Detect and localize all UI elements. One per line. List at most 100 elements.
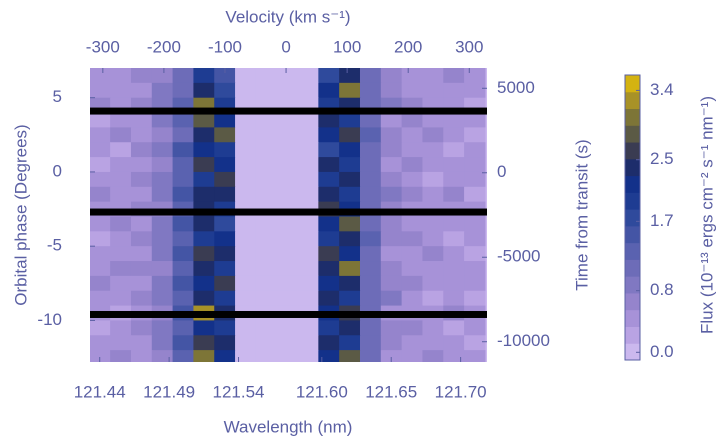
heatmap-cell	[90, 320, 111, 336]
heatmap-cell	[380, 246, 403, 262]
heatmap-cell	[422, 157, 444, 173]
heatmap-cell	[90, 142, 111, 158]
heatmap-cell	[235, 350, 257, 362]
heatmap-cell	[297, 127, 319, 143]
heatmap-cell	[318, 171, 340, 188]
heatmap-cell	[464, 68, 486, 84]
heatmap-cell	[359, 290, 382, 307]
colorbar-tick-label: 0.0	[650, 342, 674, 361]
heatmap-cell	[318, 127, 340, 143]
heatmap-cell	[110, 246, 132, 262]
heatmap-cell	[235, 157, 257, 173]
heatmap-cell	[130, 350, 153, 362]
x2-tick-label: -100	[208, 37, 242, 56]
colorbar-swatch	[625, 108, 640, 126]
heatmap-cell	[255, 231, 278, 247]
heatmap-cell	[193, 290, 215, 307]
colorbar-tick-label: 0.8	[650, 280, 674, 299]
heatmap-cell	[297, 157, 319, 173]
x2-tick-label: -300	[86, 37, 120, 56]
heatmap-cell	[401, 186, 424, 203]
x-tick-label: 121.60	[296, 382, 348, 401]
heatmap-cell	[422, 350, 444, 362]
heatmap-cell	[318, 320, 340, 336]
heatmap-cell	[214, 127, 236, 143]
heatmap-cell	[172, 335, 195, 351]
heatmap-cell	[339, 68, 361, 84]
heatmap-cell	[214, 171, 236, 188]
heatmap-cell	[130, 112, 153, 128]
heatmap-cell	[339, 275, 361, 292]
heatmap-cell	[339, 261, 361, 277]
heatmap-cell	[110, 112, 132, 128]
heatmap-cell	[110, 127, 132, 143]
heatmap-cell	[422, 171, 444, 188]
heatmap-cell	[464, 171, 486, 188]
heatmap-cell	[443, 216, 465, 232]
heatmap-cell	[318, 142, 340, 158]
heatmap-cell	[422, 320, 444, 336]
heatmap-cell	[110, 335, 132, 351]
heatmap-cell	[193, 216, 215, 232]
heatmap-cell	[90, 290, 111, 307]
colorbar-swatch	[625, 292, 640, 311]
x2-tick-label: 0	[281, 37, 290, 56]
heatmap-cell	[110, 261, 132, 277]
heatmap-cell	[380, 275, 403, 292]
heatmap-cell	[443, 186, 465, 203]
heatmap-cell	[422, 186, 444, 203]
heatmap-cell	[401, 320, 424, 336]
heatmap-cell	[255, 171, 278, 188]
heatmap-cell	[318, 68, 340, 84]
heatmap-cell	[214, 216, 236, 232]
heatmap-cell	[90, 127, 111, 143]
heatmap-cell	[318, 335, 340, 351]
heatmap-cell	[151, 68, 174, 84]
heatmap-cell	[339, 142, 361, 158]
heatmap-cell	[464, 186, 486, 203]
heatmap-cell	[151, 186, 174, 203]
heatmap-cell	[339, 186, 361, 203]
heatmap-cell	[443, 112, 465, 128]
heatmap-cell	[339, 231, 361, 247]
heatmap-cell	[90, 231, 111, 247]
heatmap-cell	[380, 350, 403, 362]
heatmap-cell	[90, 68, 111, 84]
heatmap-cell	[359, 112, 382, 128]
heatmap-cell	[90, 112, 111, 128]
heatmap-cell	[297, 231, 319, 247]
heatmap-cell	[235, 112, 257, 128]
heatmap-cell	[422, 216, 444, 232]
heatmap-cell	[151, 231, 174, 247]
heatmap-cell	[464, 82, 486, 99]
heatmap-cell	[422, 275, 444, 292]
heatmap-cell	[193, 231, 215, 247]
heatmap-cell	[193, 68, 215, 84]
heatmap-cell	[276, 82, 299, 99]
heatmap-cell	[297, 82, 319, 99]
heatmap-cell	[276, 216, 299, 232]
heatmap-cell	[214, 68, 236, 84]
heatmap-cell	[359, 320, 382, 336]
heatmap-cell	[464, 157, 486, 173]
heatmap-cell	[110, 171, 132, 188]
y-tick-label: 5	[53, 87, 62, 106]
heatmap-cell	[130, 157, 153, 173]
x-tick-label: 121.44	[74, 382, 126, 401]
heatmap-cell	[443, 290, 465, 307]
heatmap-cell	[318, 290, 340, 307]
heatmap-cell	[464, 142, 486, 158]
colorbar-swatch	[625, 326, 640, 344]
heatmap-cell	[380, 216, 403, 232]
heatmap-cell	[359, 335, 382, 351]
heatmap-cell	[276, 350, 299, 362]
y2-tick-label: -5000	[497, 247, 540, 266]
heatmap-cell	[276, 261, 299, 277]
heatmap-cell	[172, 320, 195, 336]
heatmap-cell	[235, 231, 257, 247]
heatmap-cell	[90, 171, 111, 188]
heatmap-cell	[297, 290, 319, 307]
heatmap-cell	[276, 127, 299, 143]
heatmap-cell	[443, 171, 465, 188]
heatmap-cell	[214, 335, 236, 351]
